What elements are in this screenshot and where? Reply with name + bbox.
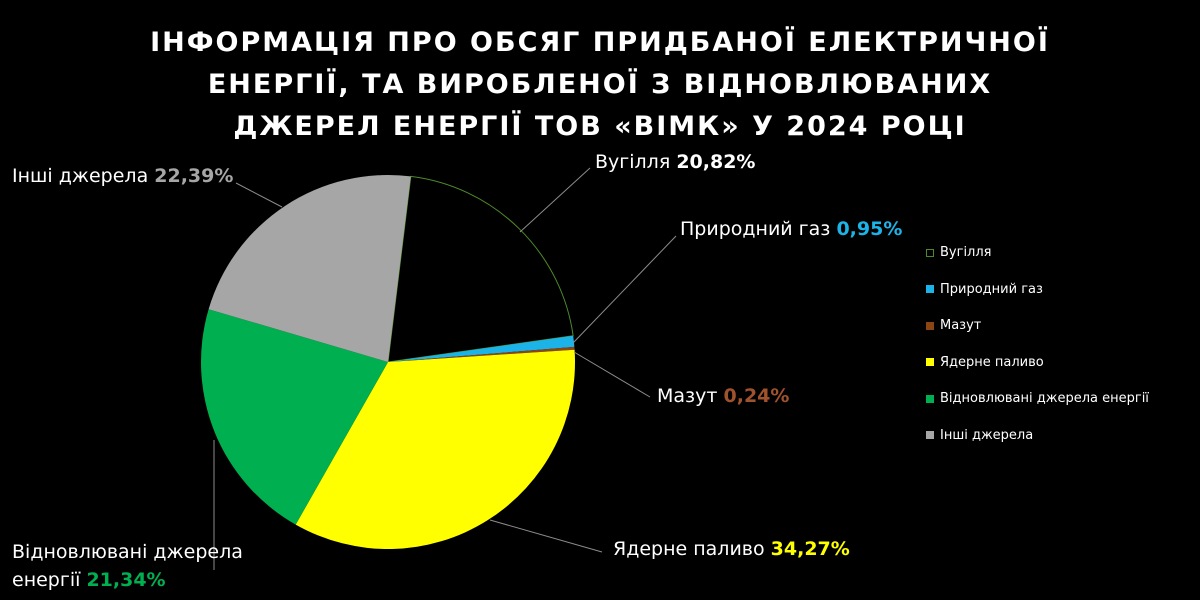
legend-item: Мазут (926, 318, 981, 333)
legend-swatch (926, 394, 934, 403)
label-category: Вугілля (595, 151, 671, 173)
legend-item: Інші джерела (926, 428, 1033, 443)
legend-item: Вугілля (926, 245, 992, 260)
label-value: 21,34% (86, 569, 166, 591)
legend-label: Мазут (940, 318, 982, 333)
label-category: Відновлювані джерела енергії (12, 541, 243, 591)
legend-label: Вугілля (940, 245, 992, 260)
legend-label: Відновлювані джерела енергії (940, 391, 1149, 406)
data-label: Ядерне паливо 34,27% (613, 535, 850, 563)
data-label: Мазут 0,24% (657, 382, 789, 410)
label-value: 22,39% (154, 165, 234, 187)
label-value: 0,24% (723, 385, 790, 407)
leader-line (519, 167, 591, 233)
legend-swatch (926, 248, 934, 257)
data-label: Відновлювані джерела енергії 21,34% (12, 538, 252, 594)
leader-line (235, 182, 283, 208)
legend-swatch (926, 285, 934, 293)
pie-slice (201, 309, 388, 525)
data-label: Вугілля 20,82% (595, 148, 755, 176)
legend-swatch (926, 358, 934, 366)
label-value: 0,95% (836, 218, 903, 240)
pie-slice (295, 349, 575, 549)
label-value: 34,27% (770, 538, 850, 560)
leader-line (573, 351, 651, 398)
pie-slice (208, 175, 411, 362)
label-category: Інші джерела (12, 165, 149, 187)
data-label: Природний газ 0,95% (680, 215, 902, 243)
label-category: Природний газ (680, 218, 831, 240)
pie-slice (387, 175, 574, 363)
pie-slice (388, 335, 575, 362)
pie-slice (388, 346, 575, 362)
legend-swatch (926, 431, 934, 439)
leader-line (489, 519, 603, 553)
data-label: Інші джерела 22,39% (12, 162, 233, 190)
legend-item: Відновлювані джерела енергії (926, 391, 1149, 406)
legend-item: Природний газ (926, 282, 1043, 297)
leader-line (572, 235, 677, 344)
legend-label: Природний газ (940, 281, 1043, 297)
legend-item: Ядерне паливо (926, 355, 1044, 370)
label-value: 20,82% (676, 151, 756, 173)
legend-label: Інші джерела (940, 427, 1034, 443)
chart-title: ІНФОРМАЦІЯ ПРО ОБСЯГ ПРИДБАНОЇ ЕЛЕКТРИЧН… (150, 27, 1050, 142)
label-category: Мазут (657, 385, 718, 407)
legend-swatch (926, 321, 934, 330)
label-category: Ядерне паливо (613, 538, 765, 560)
legend-label: Ядерне паливо (940, 354, 1044, 370)
